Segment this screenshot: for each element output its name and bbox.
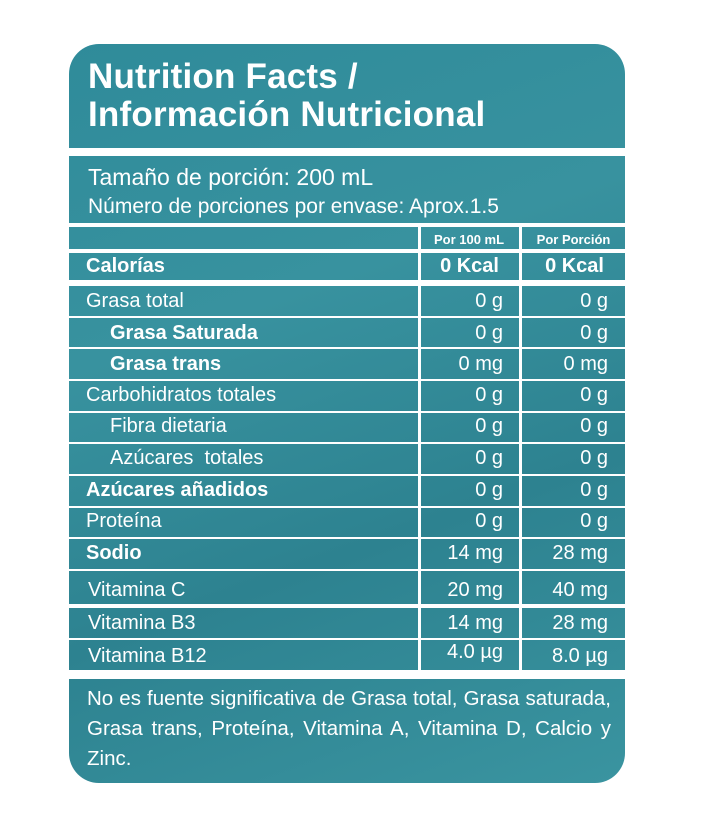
value-per-100ml: 14 mg: [447, 612, 503, 634]
value-per-serving: 0 g: [580, 322, 608, 344]
row-label: Grasa total: [86, 290, 184, 312]
row-label: Carbohidratos totales: [86, 384, 277, 406]
value-per-serving: 0 g: [580, 479, 608, 501]
row-total-fat: Grasa total 0 g 0 g: [69, 287, 625, 315]
row-dietary-fiber: Fibra dietaria 0 g 0 g: [69, 412, 625, 440]
value-per-serving: 0 mg: [563, 353, 608, 375]
value-per-serving: 0 g: [580, 447, 608, 469]
value-per-100ml: 4.0 µg: [446, 641, 503, 663]
row-total-sugars: Azúcares totales 0 g 0 g: [69, 444, 625, 472]
row-divider: [69, 379, 625, 381]
row-divider: [69, 569, 625, 571]
row-total-carbs: Carbohidratos totales 0 g 0 g: [69, 381, 625, 409]
title-divider: [69, 148, 625, 156]
value-per-100ml: 0 Kcal: [440, 255, 499, 277]
row-label: Calorías: [86, 255, 165, 277]
row-vitamin-b3: Vitamina B3 14 mg 28 mg: [69, 609, 625, 637]
value-per-serving: 0 Kcal: [545, 255, 604, 277]
value-per-serving: 8.0 µg: [551, 645, 608, 667]
row-sodium: Sodio 14 mg 28 mg: [69, 539, 625, 567]
row-label: Azúcares añadidos: [86, 479, 269, 501]
value-per-100ml: 0 g: [475, 322, 503, 344]
row-label: Vitamina C: [88, 579, 186, 601]
title-line-1: Nutrition Facts /: [88, 57, 358, 96]
column-separator-1: [418, 227, 421, 673]
serving-divider: [69, 223, 625, 227]
row-divider: [69, 316, 625, 318]
row-vitamin-b12: Vitamina B12 4.0 µg 8.0 µg: [69, 641, 625, 670]
row-label: Proteína: [86, 510, 162, 532]
value-per-100ml: 0 mg: [458, 353, 503, 375]
row-divider: [69, 442, 625, 444]
row-divider: [69, 506, 625, 508]
column-separator-2: [519, 227, 522, 673]
row-label: Grasa Saturada: [110, 322, 258, 344]
value-per-100ml: 0 g: [475, 384, 503, 406]
value-per-100ml: 0 g: [475, 290, 503, 312]
value-per-serving: 40 mg: [552, 579, 608, 601]
row-label: Fibra dietaria: [110, 415, 227, 437]
servings-per-container: Número de porciones por envase: Aprox.1.…: [88, 195, 499, 218]
value-per-100ml: 0 g: [475, 510, 503, 532]
footer-note: No es fuente significativa de Grasa tota…: [87, 687, 611, 770]
title-line-2: Información Nutricional: [88, 95, 486, 134]
header-divider: [69, 249, 625, 253]
value-per-100ml: 0 g: [475, 447, 503, 469]
column-header-per-100ml: Por 100 mL: [433, 232, 505, 247]
value-per-serving: 0 g: [580, 290, 608, 312]
footer-divider: [69, 673, 625, 679]
vitamins-divider-thin: [69, 607, 625, 608]
nutrition-label: Nutrition Facts / Información Nutriciona…: [69, 44, 625, 783]
row-divider: [69, 347, 625, 349]
label-title: Nutrition Facts / Información Nutriciona…: [88, 58, 485, 134]
serving-info: Tamaño de porción: 200 mL Número de porc…: [88, 162, 499, 222]
row-label: Grasa trans: [110, 353, 222, 375]
row-added-sugars: Azúcares añadidos 0 g 0 g: [69, 476, 625, 504]
row-divider: [69, 638, 625, 640]
row-calories: Calorías 0 Kcal 0 Kcal: [69, 252, 625, 280]
row-divider: [69, 474, 625, 476]
value-per-serving: 0 g: [580, 384, 608, 406]
column-header-per-serving: Por Porción: [536, 232, 611, 247]
vitamins-divider: [69, 604, 625, 607]
serving-size: Tamaño de porción: 200 mL: [88, 164, 374, 190]
row-protein: Proteína 0 g 0 g: [69, 507, 625, 535]
row-saturated-fat: Grasa Saturada 0 g 0 g: [69, 319, 625, 347]
row-label: Sodio: [86, 542, 142, 564]
value-per-serving: 28 mg: [552, 612, 608, 634]
row-vitamin-c: Vitamina C 20 mg 40 mg: [69, 576, 625, 604]
value-per-100ml: 0 g: [475, 415, 503, 437]
value-per-100ml: 20 mg: [447, 579, 503, 601]
value-per-serving: 0 g: [580, 510, 608, 532]
row-trans-fat: Grasa trans 0 mg 0 mg: [69, 350, 625, 378]
row-label: Vitamina B12: [88, 645, 207, 667]
value-per-100ml: 0 g: [475, 479, 503, 501]
row-divider: [69, 411, 625, 413]
calories-divider: [69, 280, 625, 286]
row-label: Azúcares totales: [110, 447, 264, 469]
row-label: Vitamina B3: [88, 612, 196, 634]
row-divider: [69, 537, 625, 539]
value-per-serving: 28 mg: [552, 542, 608, 564]
value-per-serving: 0 g: [580, 415, 608, 437]
row-divider: [69, 670, 625, 673]
value-per-100ml: 14 mg: [447, 542, 503, 564]
